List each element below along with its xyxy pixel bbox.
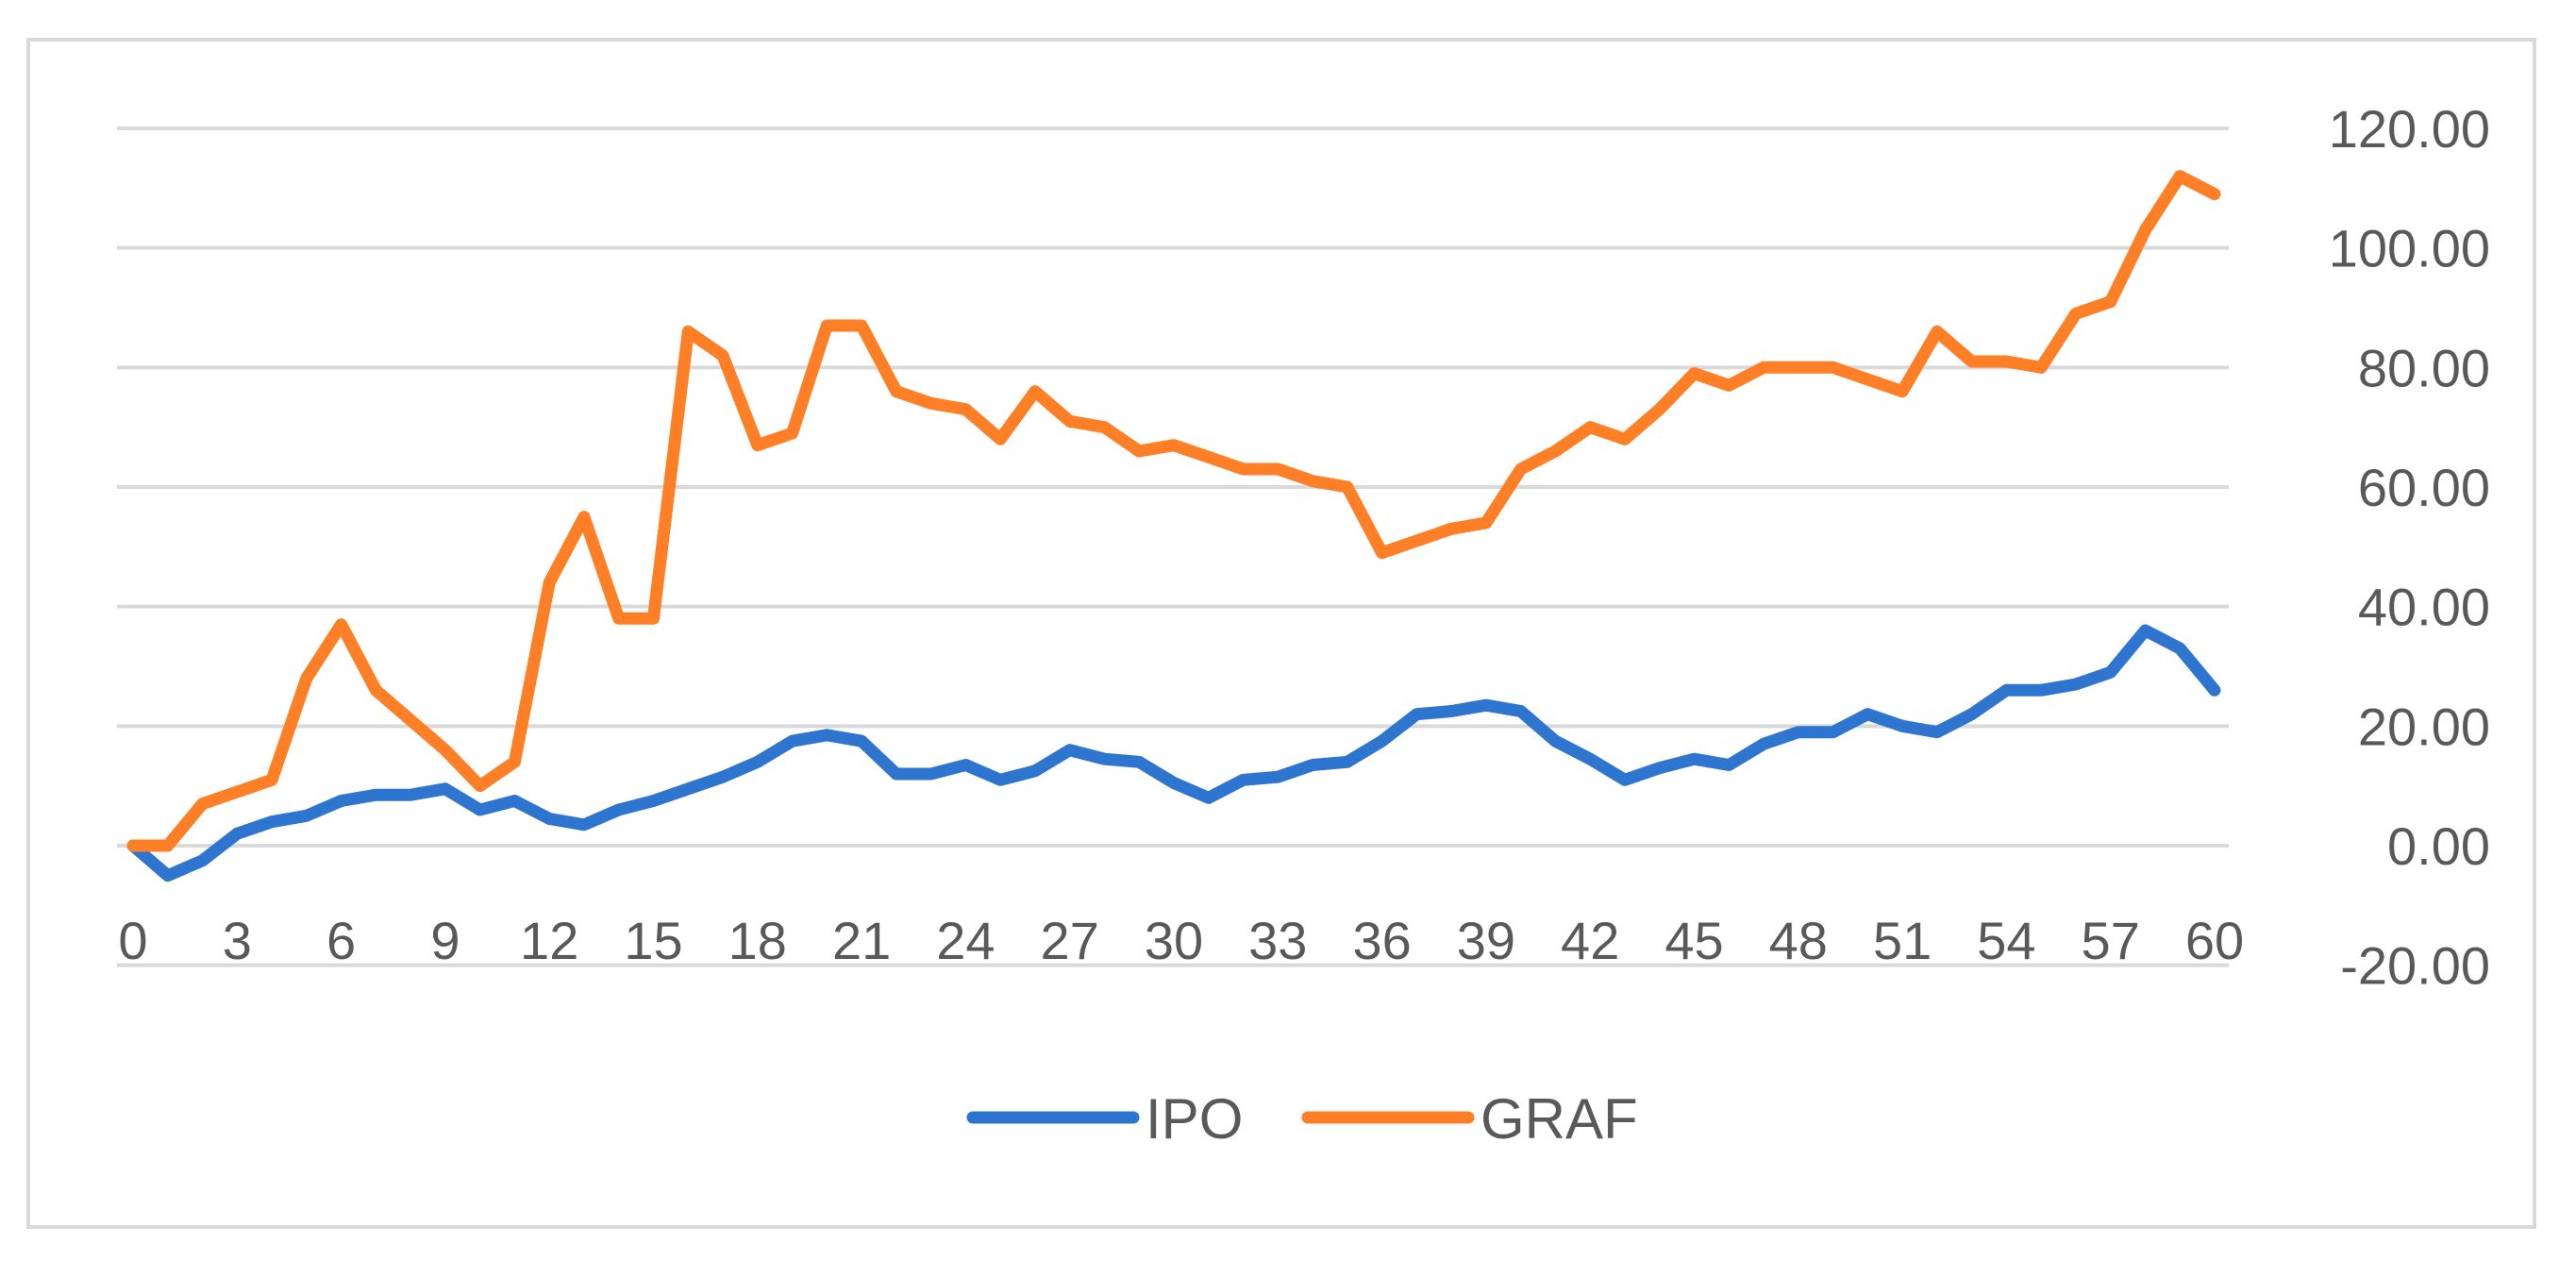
x-tick-label: 27 bbox=[1041, 911, 1099, 970]
gridlines bbox=[117, 126, 2229, 967]
x-tick-label: 0 bbox=[118, 911, 147, 970]
x-tick-label: 24 bbox=[936, 911, 995, 970]
y-tick-label: 0.00 bbox=[2387, 816, 2490, 876]
legend-label: GRAF bbox=[1480, 1087, 1638, 1151]
legend: IPO GRAF bbox=[966, 1087, 1638, 1151]
x-tick-label: 48 bbox=[1769, 911, 1828, 970]
y-tick-label: 80.00 bbox=[2358, 338, 2490, 397]
x-tick-label: 12 bbox=[520, 911, 578, 970]
series-lines bbox=[126, 170, 2221, 882]
series-line-ipo bbox=[126, 624, 2221, 882]
x-tick-label: 45 bbox=[1664, 911, 1723, 970]
legend-label: IPO bbox=[1146, 1087, 1243, 1151]
legend-item-graf: GRAF bbox=[1301, 1087, 1638, 1151]
line-chart: -20.00 0.00 20.00 40.00 60.00 80.00 100.00 120.… bbox=[117, 99, 2490, 1151]
series-line-graf bbox=[126, 170, 2221, 852]
x-tick-label: 51 bbox=[1873, 911, 1932, 970]
y-tick-label: 100.00 bbox=[2329, 219, 2490, 278]
x-tick-label: 42 bbox=[1561, 911, 1619, 970]
y-axis-ticks: -20.00 0.00 20.00 40.00 60.00 80.00 100.00 120.… bbox=[2329, 99, 2490, 996]
y-tick-label: 60.00 bbox=[2358, 458, 2490, 517]
x-tick-label: 9 bbox=[430, 911, 460, 970]
y-tick-label: 20.00 bbox=[2358, 697, 2490, 756]
x-tick-label: 3 bbox=[223, 911, 252, 970]
x-tick-label: 60 bbox=[2185, 911, 2244, 970]
legend-item-ipo: IPO bbox=[966, 1087, 1243, 1151]
y-tick-label: -20.00 bbox=[2340, 936, 2490, 996]
x-tick-label: 15 bbox=[624, 911, 682, 970]
x-tick-label: 30 bbox=[1145, 911, 1203, 970]
chart-frame: -20.00 0.00 20.00 40.00 60.00 80.00 100.00 120.… bbox=[26, 38, 2536, 1229]
x-tick-label: 21 bbox=[832, 911, 891, 970]
y-tick-label: 120.00 bbox=[2329, 99, 2490, 159]
x-tick-label: 54 bbox=[1977, 911, 2035, 970]
x-tick-label: 36 bbox=[1352, 911, 1411, 970]
x-tick-label: 57 bbox=[2082, 911, 2140, 970]
y-tick-label: 40.00 bbox=[2358, 578, 2490, 637]
x-axis-ticks: 0 3 6 9 12 15 18 21 24 27 30 33 36 39 42 45 48 51 54 57 60 bbox=[118, 911, 2244, 970]
x-tick-label: 18 bbox=[728, 911, 787, 970]
x-tick-label: 33 bbox=[1248, 911, 1307, 970]
x-tick-label: 6 bbox=[326, 911, 356, 970]
x-tick-label: 39 bbox=[1457, 911, 1515, 970]
